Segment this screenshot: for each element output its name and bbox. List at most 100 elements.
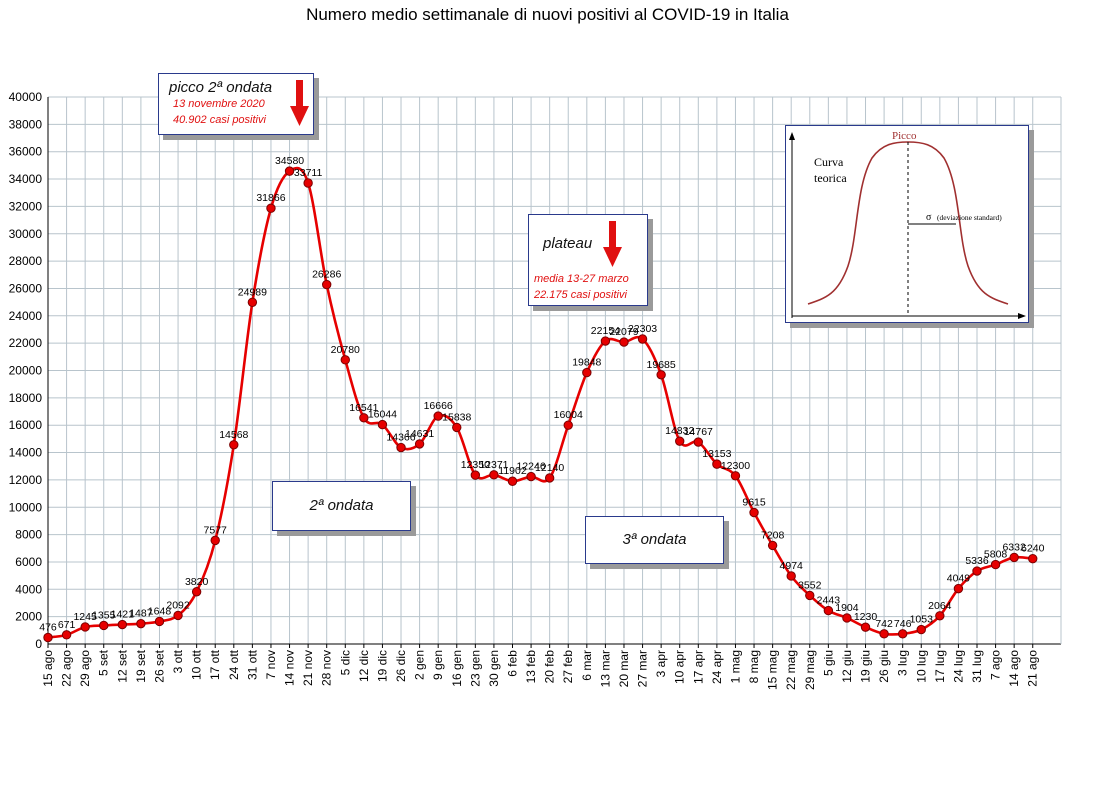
x-tick-label: 3 apr <box>654 650 668 677</box>
data-point-marker <box>266 203 276 213</box>
data-point-label: 12140 <box>535 462 564 474</box>
plateau-down-arrow-icon <box>603 221 622 267</box>
x-tick-label: 26 giu <box>877 650 891 683</box>
x-tick-label: 10 apr <box>673 650 687 684</box>
data-point-marker <box>1028 553 1038 564</box>
y-tick-label: 40000 <box>9 90 43 104</box>
theoretical-curve-graphic: Picco Curva teorica σ (deviazione standa… <box>789 130 1026 319</box>
data-point-label: 15838 <box>442 411 471 423</box>
y-tick-label: 30000 <box>9 227 43 241</box>
data-point-label: 742 <box>875 618 893 630</box>
plateau-annotation-dates: media 13-27 marzo <box>534 273 629 285</box>
x-tick-label: 5 set <box>97 649 111 676</box>
data-point-label: 34580 <box>275 155 304 167</box>
data-point-label: 671 <box>58 619 76 631</box>
data-point-label: 12350 <box>461 459 490 471</box>
y-tick-label: 32000 <box>9 199 43 213</box>
x-tick-label: 26 dic <box>394 650 408 682</box>
data-point-label: 16004 <box>554 409 583 421</box>
x-tick-label: 31 lug <box>970 650 984 683</box>
data-point-marker <box>359 413 369 423</box>
inset-curve-label-1: Curva <box>814 155 844 169</box>
data-point-marker <box>842 613 852 623</box>
y-tick-label: 4000 <box>15 582 42 596</box>
data-point-marker <box>637 334 648 344</box>
plateau-annotation-cases: 22.175 casi positivi <box>534 289 627 301</box>
data-point-label: 19848 <box>572 357 601 369</box>
data-point-marker <box>191 587 202 597</box>
inset-curve-label-2: teorica <box>814 171 847 185</box>
data-point-label: 13153 <box>702 448 731 460</box>
inset-y-arrow-icon <box>789 132 795 140</box>
x-tick-label: 22 ago <box>60 650 74 687</box>
inset-peak-label: Picco <box>892 130 917 142</box>
y-tick-label: 8000 <box>15 528 42 542</box>
data-point-label: 2064 <box>928 600 952 612</box>
data-point-marker <box>897 629 908 639</box>
data-point-label: 5808 <box>984 549 1008 561</box>
x-tick-label: 26 set <box>152 649 166 682</box>
data-point-marker <box>916 624 926 635</box>
data-point-label: 2443 <box>817 595 841 607</box>
x-tick-label: 24 lug <box>951 650 965 683</box>
data-point-marker <box>730 471 741 481</box>
x-tick-label: 10 ott <box>190 649 204 680</box>
data-point-marker <box>823 605 834 616</box>
x-tick-label: 16 gen <box>450 650 464 687</box>
wave3-label-box: 3ª ondata <box>585 516 724 564</box>
data-point-label: 476 <box>39 621 57 633</box>
data-point-label: 1245 <box>73 611 97 623</box>
x-tick-label: 12 set <box>115 649 129 682</box>
x-tick-label: 21 ago <box>1026 650 1040 687</box>
data-point-label: 12246 <box>516 461 545 473</box>
inset-sigma-text: (deviazione standard) <box>937 213 1002 222</box>
data-point-label: 14631 <box>405 428 434 440</box>
data-point-label: 16541 <box>349 402 378 414</box>
x-tick-label: 20 mar <box>617 650 631 687</box>
data-point-marker <box>953 583 964 594</box>
y-tick-label: 22000 <box>9 336 43 350</box>
y-tick-label: 0 <box>35 637 42 651</box>
data-point-marker <box>303 178 313 188</box>
data-point-label: 9615 <box>742 497 766 509</box>
data-point-label: 4049 <box>947 573 971 585</box>
data-point-marker <box>582 367 592 378</box>
x-tick-label: 15 ago <box>41 650 55 687</box>
data-point-marker <box>229 440 239 450</box>
data-point-marker <box>247 297 258 307</box>
data-point-marker <box>1009 552 1019 563</box>
y-tick-label: 12000 <box>9 473 43 487</box>
data-point-marker <box>340 355 350 365</box>
x-tick-label: 28 nov <box>320 650 334 686</box>
data-point-label: 31866 <box>256 192 285 204</box>
data-point-label: 19685 <box>647 359 676 371</box>
x-tick-label: 9 gen <box>431 650 445 680</box>
data-point-marker <box>805 590 815 601</box>
y-tick-label: 26000 <box>9 281 43 295</box>
data-point-marker <box>489 470 499 480</box>
wave3-label: 3ª ondata <box>622 531 687 548</box>
data-point-marker <box>173 610 183 621</box>
y-tick-label: 14000 <box>9 446 43 460</box>
x-tick-label: 21 nov <box>301 650 315 686</box>
x-tick-label: 29 mag <box>803 650 817 690</box>
y-tick-label: 10000 <box>9 500 43 514</box>
data-point-marker <box>210 535 220 546</box>
data-point-label: 6240 <box>1021 543 1045 555</box>
x-tick-label: 20 feb <box>543 650 557 684</box>
data-point-marker <box>675 436 685 446</box>
x-tick-label: 3 lug <box>896 650 910 676</box>
data-point-label: 1421 <box>111 609 135 621</box>
data-point-label: 1648 <box>148 605 172 617</box>
peak-annotation-title: picco 2ª ondata <box>169 79 273 96</box>
x-tick-label: 5 dic <box>338 650 352 675</box>
data-point-marker <box>136 618 146 629</box>
x-tick-label: 13 feb <box>524 650 538 684</box>
inset-x-arrow-icon <box>1018 313 1026 319</box>
data-point-label: 1355 <box>92 609 116 621</box>
data-point-marker <box>43 632 53 643</box>
x-tick-label: 24 apr <box>710 650 724 684</box>
x-tick-label: 13 mar <box>598 650 612 687</box>
x-tick-label: 24 ott <box>227 649 241 680</box>
data-point-label: 14568 <box>219 429 248 441</box>
